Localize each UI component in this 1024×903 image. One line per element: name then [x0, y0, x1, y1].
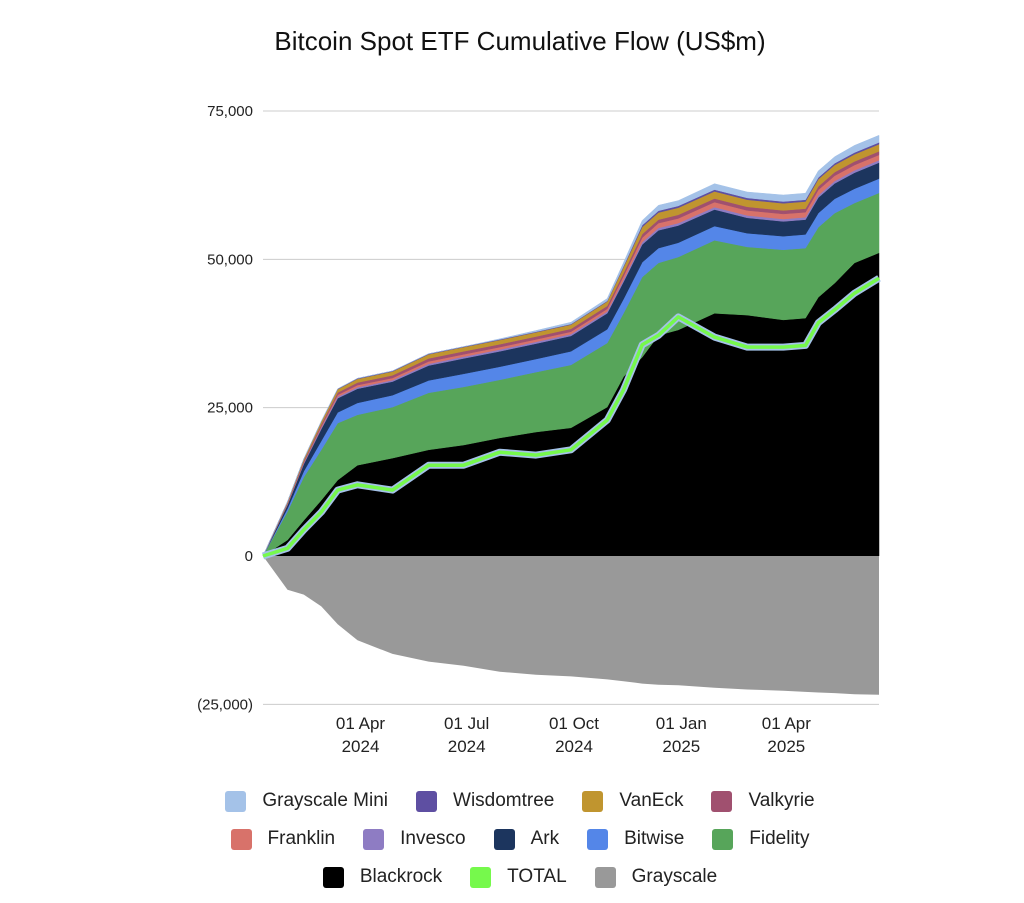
- legend-label: Grayscale: [631, 866, 718, 887]
- x-tick-label: 01 Jan: [656, 714, 707, 733]
- legend-label: TOTAL: [507, 866, 567, 887]
- legend-label: Grayscale Mini: [262, 790, 389, 811]
- legend-swatch: [470, 866, 492, 888]
- legend-swatch: [363, 828, 385, 850]
- area-grayscale-mini: [262, 134, 880, 557]
- legend-swatch: [322, 866, 344, 888]
- legend-swatch: [711, 790, 733, 812]
- legend-item-franklin: Franklin: [230, 828, 336, 850]
- legend-swatch: [594, 866, 616, 888]
- legend-item-valkyrie: Valkyrie: [711, 790, 815, 812]
- legend-label: VanEck: [619, 790, 684, 811]
- legend-label: Franklin: [267, 828, 336, 849]
- x-axis: 01 Apr 2024 01 Jul 2024 01 Oct 2024 01 Jan 2025…: [336, 714, 811, 756]
- line-total: [262, 276, 880, 558]
- legend-swatch: [587, 828, 609, 850]
- y-tick-label: 50,000: [207, 251, 253, 268]
- x-tick-label-year: 2024: [342, 737, 380, 756]
- series-lines: [261, 275, 881, 560]
- legend: Grayscale Mini Wisdomtree VanEck Valkyrie Fr…: [150, 790, 890, 888]
- legend-label: Wisdomtree: [453, 790, 555, 811]
- x-tick-label-year: 2025: [662, 737, 700, 756]
- legend-swatch: [230, 828, 252, 850]
- y-tick-label: 75,000: [207, 103, 253, 120]
- series-areas: [262, 134, 880, 695]
- x-tick-label: 01 Jul: [444, 714, 489, 733]
- legend-item-total: TOTAL: [470, 866, 567, 888]
- x-tick-label: 01 Apr: [762, 714, 811, 733]
- legend-label: Invesco: [400, 828, 466, 849]
- legend-label: Bitwise: [624, 828, 685, 849]
- y-tick-label: 0: [245, 548, 253, 565]
- legend-item-grayscale-mini: Grayscale Mini: [225, 790, 388, 812]
- legend-swatch: [225, 790, 247, 812]
- legend-label: Fidelity: [749, 828, 810, 849]
- legend-label: Valkyrie: [748, 790, 815, 811]
- legend-item-wisdomtree: Wisdomtree: [416, 790, 554, 812]
- chart-title: Bitcoin Spot ETF Cumulative Flow (US$m): [274, 26, 766, 56]
- legend-item-vaneck: VanEck: [582, 790, 683, 812]
- legend-swatch: [582, 790, 604, 812]
- legend-item-bitwise: Bitwise: [587, 828, 684, 850]
- y-tick-label: (25,000): [197, 696, 253, 713]
- legend-label: Ark: [530, 828, 560, 849]
- x-tick-label: 01 Oct: [549, 714, 599, 733]
- legend-swatch: [712, 828, 734, 850]
- y-tick-label: 25,000: [207, 400, 253, 417]
- x-tick-label-year: 2025: [767, 737, 805, 756]
- legend-label: Blackrock: [359, 866, 443, 887]
- legend-item-invesco: Invesco: [363, 828, 466, 850]
- legend-item-grayscale: Grayscale: [594, 866, 718, 888]
- legend-item-fidelity: Fidelity: [712, 828, 809, 850]
- x-tick-label-year: 2024: [555, 737, 593, 756]
- area-grayscale: [263, 556, 879, 695]
- x-tick-label-year: 2024: [448, 737, 486, 756]
- legend-item-blackrock: Blackrock: [322, 866, 443, 888]
- legend-swatch: [493, 828, 515, 850]
- y-axis: 75,000 50,000 25,000 0 (25,000): [197, 103, 253, 713]
- x-tick-label: 01 Apr: [336, 714, 385, 733]
- legend-swatch: [416, 790, 438, 812]
- legend-item-ark: Ark: [493, 828, 560, 850]
